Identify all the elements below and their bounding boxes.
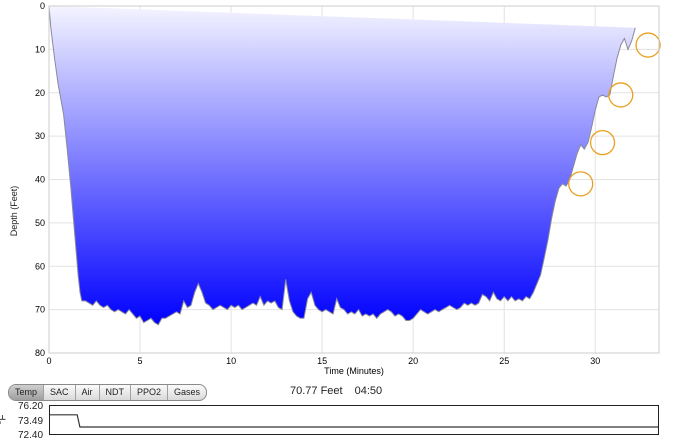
tab-air[interactable]: Air [74,385,99,400]
temp-tick-max: 76.20 [18,401,44,412]
temp-tick-min: 72.40 [18,430,44,441]
y-axis-title: Depth (Feet) [9,185,19,237]
tab-gases[interactable]: Gases [167,385,206,400]
y-tick-label: 80 [35,348,45,358]
x-tick-label: 30 [590,356,600,366]
y-tick-label: 40 [35,175,45,185]
depth-profile-area [49,6,636,325]
y-tick-label: 20 [35,88,45,98]
y-tick-label: 0 [40,1,45,11]
depth-profile-line [48,5,636,326]
x-tick-label: 15 [317,356,327,366]
safety-stop-marker [608,82,634,108]
tab-sac[interactable]: SAC [43,385,75,400]
y-tick-label: 60 [35,261,45,271]
y-tick-label: 10 [35,44,45,54]
temperature-line [50,414,658,428]
temp-unit-label: °F [0,414,9,425]
temperature-graph [49,405,659,435]
y-tick-label: 30 [35,131,45,141]
x-tick-label: 5 [138,356,143,366]
x-tick-label: 0 [46,356,51,366]
readout-time: 04:50 [354,385,383,397]
x-tick-label: 10 [226,356,236,366]
graph-tab-bar: Temp SAC Air NDT PPO2 Gases [8,384,208,401]
temp-tick-mid: 73.49 [18,416,44,427]
readout-depth: 70.77 Feet [290,385,343,397]
safety-stop-marker [589,129,616,156]
safety-stop-marker [568,171,594,197]
tab-temp[interactable]: Temp [9,385,44,400]
tab-ndt[interactable]: NDT [98,385,131,400]
x-axis-title: Time (Minutes) [324,366,384,376]
x-tick-label: 25 [499,356,509,366]
x-tick-label: 20 [408,356,418,366]
plot-frame [48,5,660,354]
y-tick-label: 50 [35,218,45,228]
y-tick-label: 70 [35,305,45,315]
tab-ppo2[interactable]: PPO2 [130,385,167,400]
cursor-readout: 70.77 Feet 04:50 [290,385,382,397]
safety-stop-marker [635,32,661,58]
